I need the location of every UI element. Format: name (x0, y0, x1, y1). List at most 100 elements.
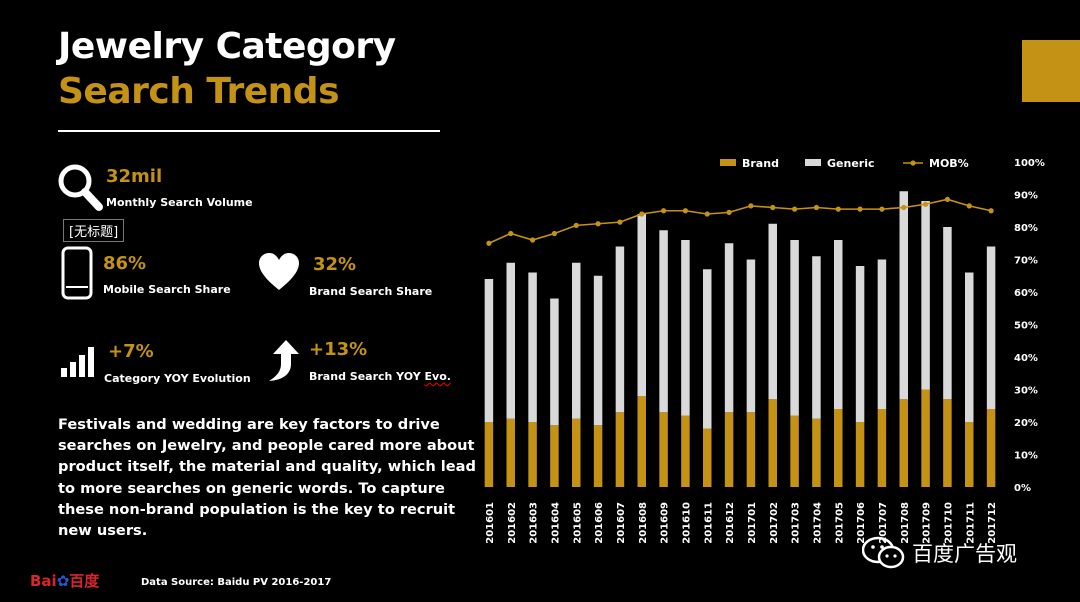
chart-bars (484, 191, 996, 487)
y-tick-label: 20% (1014, 418, 1038, 429)
search-volume-value: 32mil (106, 166, 163, 187)
bar-brand-201703 (790, 415, 799, 487)
bar-brand-201709 (921, 389, 930, 487)
x-tick-label: 201601 (485, 502, 496, 544)
legend-label-brand: Brand (742, 157, 779, 170)
legend-swatch-brand (720, 159, 736, 166)
bar-brand-201608 (637, 396, 646, 487)
bar-brand-201706 (855, 422, 865, 487)
bar-generic-201708 (899, 191, 908, 400)
page-subtitle: Search Trends (58, 71, 340, 112)
bar-brand-201705 (834, 409, 843, 487)
mobile-share-value: 86% (103, 253, 147, 274)
bar-brand-201605 (572, 418, 581, 487)
page-title: Jewelry Category (58, 26, 396, 67)
x-tick-label: 201705 (834, 502, 845, 544)
mob-point-201601 (486, 240, 492, 246)
mob-point-201701 (748, 203, 754, 209)
mob-point-201605 (573, 222, 579, 228)
bar-generic-201707 (877, 259, 887, 409)
signal-bars-icon (61, 347, 94, 377)
x-tick-label: 201611 (703, 502, 714, 544)
chart-legend: Brand Generic MOB% (720, 157, 969, 170)
bar-brand-201701 (746, 412, 756, 487)
bar-brand-201702 (768, 399, 777, 487)
x-tick-label: 201712 (987, 502, 998, 544)
y-tick-label: 90% (1014, 191, 1038, 202)
x-tick-label: 201612 (725, 502, 736, 544)
mob-point-201703 (791, 206, 798, 212)
bar-brand-201711 (965, 422, 974, 487)
wechat-account-name: 百度广告观 (912, 542, 1017, 566)
mob-point-201611 (704, 211, 710, 217)
legend-label-generic: Generic (827, 157, 875, 170)
x-tick-label: 201610 (681, 502, 692, 544)
mob-point-201609 (660, 208, 667, 214)
bar-generic-201706 (855, 266, 865, 422)
bar-generic-201710 (943, 227, 952, 400)
y-tick-label: 30% (1014, 386, 1038, 397)
bar-brand-201707 (877, 409, 887, 487)
bar-generic-201602 (506, 262, 515, 419)
y-tick-label: 0% (1014, 483, 1031, 494)
x-tick-label: 201703 (791, 502, 802, 544)
brand-yoy-value: +13% (309, 339, 368, 360)
bar-generic-201709 (921, 201, 930, 390)
wechat-icon (861, 536, 905, 569)
bar-brand-201601 (484, 422, 494, 487)
search-icon (58, 164, 103, 211)
bar-brand-201710 (943, 399, 952, 487)
x-tick-label: 201602 (507, 502, 518, 544)
mob-point-201612 (726, 209, 732, 215)
mob-point-201706 (857, 206, 863, 212)
bar-generic-201711 (965, 272, 974, 422)
title-divider (58, 130, 440, 132)
x-tick-label: 201606 (594, 502, 605, 544)
bar-generic-201705 (834, 240, 843, 409)
mobile-share-label: Mobile Search Share (103, 283, 231, 296)
x-tick-label: 201605 (572, 502, 583, 544)
bar-generic-201712 (986, 246, 996, 409)
smartphone-icon (61, 246, 93, 300)
bar-generic-201604 (550, 298, 559, 426)
y-tick-label: 70% (1014, 256, 1038, 267)
bar-brand-201611 (703, 428, 712, 487)
x-tick-label: 201707 (878, 502, 889, 544)
bar-generic-201606 (593, 275, 603, 426)
mob-point-201602 (508, 230, 514, 237)
bar-generic-201603 (528, 272, 537, 422)
chart-mob-line (486, 196, 994, 246)
bar-brand-201609 (659, 412, 668, 487)
bar-brand-201610 (681, 415, 690, 487)
x-tick-label: 201702 (769, 502, 780, 544)
mob-line-path (488, 198, 992, 244)
bar-generic-201704 (812, 256, 821, 419)
untitled-tag: [无标题] (63, 219, 125, 242)
category-yoy-value: +7% (108, 341, 154, 362)
bar-generic-201607 (615, 246, 625, 413)
bar-generic-201608 (637, 214, 646, 396)
search-volume-label: Monthly Search Volume (106, 196, 253, 209)
x-tick-label: 201708 (900, 502, 911, 544)
mob-point-201711 (966, 203, 972, 209)
paw-icon: ✿ (56, 572, 70, 590)
y-tick-label: 10% (1014, 451, 1038, 462)
bar-generic-201611 (703, 269, 712, 429)
bar-brand-201607 (615, 412, 625, 487)
mob-point-201610 (682, 208, 689, 214)
chart-y-axis: 0% 10% 20% 30% 40% 50% 60% 70% 80% 90% 100% (1014, 158, 1045, 494)
brand-yoy-label: Brand Search YOY Evo. (309, 370, 451, 383)
mob-point-201607 (617, 219, 623, 225)
legend-label-mob: MOB% (929, 157, 969, 170)
mob-point-201603 (529, 237, 536, 243)
x-tick-label: 201701 (747, 502, 758, 544)
mob-point-201712 (988, 208, 994, 214)
y-tick-label: 80% (1014, 223, 1038, 234)
x-tick-label: 201607 (616, 502, 627, 544)
bar-brand-201708 (899, 399, 908, 487)
y-tick-label: 60% (1014, 288, 1038, 299)
brand-share-value: 32% (313, 254, 357, 275)
bar-brand-201704 (812, 418, 821, 487)
mob-point-201604 (551, 230, 558, 237)
